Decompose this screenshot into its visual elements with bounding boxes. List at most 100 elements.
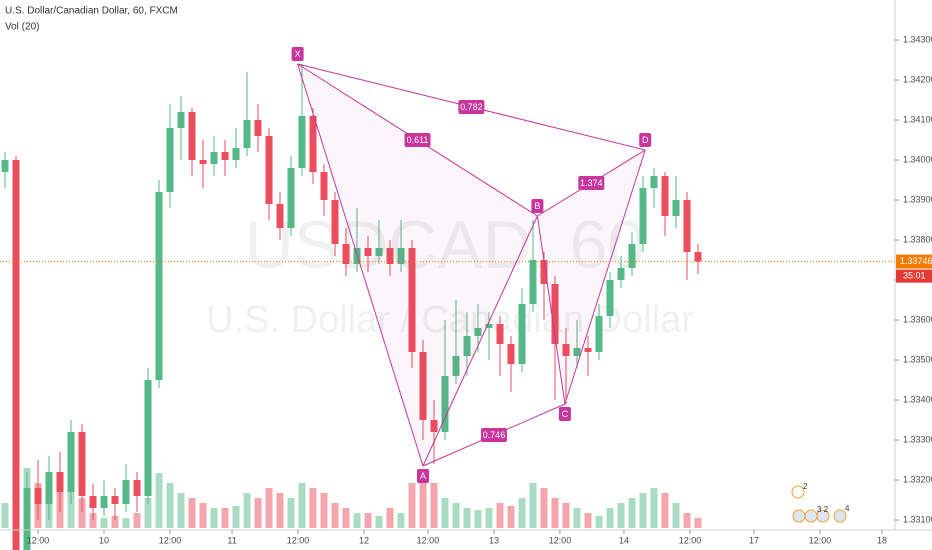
pattern-leg (536, 215, 566, 405)
x-tick-label: 12:00 (159, 535, 182, 545)
point-box (291, 47, 304, 61)
volume-bar (452, 503, 460, 528)
candle-body (232, 148, 240, 160)
candle-body (650, 176, 658, 188)
ratio-box (480, 428, 507, 442)
xabcd-pattern: 0.611 0.782 1.374 0.746 X A B C D (291, 47, 652, 483)
volume-bar (133, 513, 141, 528)
x-tick-label: 12:00 (809, 535, 832, 545)
point-label: X (295, 49, 301, 59)
y-tick-label: 1.34000 (903, 154, 932, 164)
candle-body (144, 380, 152, 496)
candle-body (56, 472, 64, 492)
candle-body (672, 200, 680, 216)
x-tick-label: 12 (359, 535, 369, 545)
candle-body (540, 260, 548, 284)
candle-body (683, 200, 691, 252)
volume-bar (474, 510, 482, 528)
event-markers[interactable]: 2 3 2 4 (791, 482, 850, 523)
volume-bar (694, 518, 702, 528)
x-tick-label: 14 (619, 535, 629, 545)
event-icon[interactable] (804, 509, 818, 523)
candle-body (430, 420, 438, 432)
volume-bar (276, 493, 284, 528)
candle-body (133, 480, 141, 496)
volume-bar (628, 498, 636, 528)
volume-bar (265, 488, 273, 528)
x-tick-label: 12:00 (549, 535, 572, 545)
point-box (417, 469, 429, 483)
x-tick-label: 10 (99, 535, 109, 545)
volume-bar (683, 513, 691, 528)
event-icon[interactable] (792, 509, 806, 523)
volume-bar (518, 498, 526, 528)
y-tick-label: 1.33200 (903, 474, 932, 484)
volume-bar (122, 518, 130, 528)
candle-body (529, 260, 537, 304)
pattern-fill (537, 150, 646, 404)
ratio-box (578, 176, 605, 190)
candle-body (287, 168, 295, 228)
candle-body (45, 472, 53, 504)
x-tick-label: 12:00 (287, 535, 310, 545)
volume-bar (210, 508, 218, 528)
volume-bar (364, 513, 372, 528)
event-count: 4 (845, 504, 850, 513)
volume-bar (78, 498, 86, 528)
candle-body (320, 172, 328, 200)
candle-body (155, 192, 163, 380)
ratio-label: 0.782 (460, 102, 483, 112)
volume-bar (155, 473, 163, 528)
x-tick-label: 12:00 (27, 535, 50, 545)
event-icon[interactable] (816, 509, 830, 523)
volume-bar (485, 508, 493, 528)
ratio-label: 1.374 (580, 178, 603, 188)
volume-bar (397, 513, 405, 528)
candle-body (276, 204, 284, 228)
candle-body (122, 480, 130, 504)
candle-body (254, 120, 262, 136)
volume-bar (507, 506, 515, 528)
volume-bar (441, 498, 449, 528)
candle-body (595, 316, 603, 352)
point-box (639, 133, 652, 147)
candle-body (78, 432, 86, 496)
candle-body (210, 152, 218, 164)
volume-bar (188, 498, 196, 528)
y-tick-label: 1.33100 (903, 514, 932, 524)
plot-layer: 0.611 0.782 1.374 0.746 X A B C D (0, 47, 895, 550)
candle-body (474, 328, 482, 336)
volume-bar (243, 493, 251, 528)
volume-bar (562, 503, 570, 528)
event-icon[interactable] (833, 509, 847, 523)
x-tick-label: 11 (227, 535, 236, 545)
candle-body (584, 348, 592, 352)
volume-bar (199, 503, 207, 528)
volume-bar (617, 503, 625, 528)
candle-body (551, 284, 559, 344)
candle-body (34, 488, 42, 504)
candle-body (12, 160, 20, 550)
candle-body (507, 344, 515, 364)
volume-bar (408, 483, 416, 528)
y-tick-label: 1.34100 (903, 114, 932, 124)
countdown-box (896, 269, 932, 283)
volume-bar (111, 516, 119, 528)
ratio-box (404, 133, 431, 147)
pattern-leg (422, 215, 538, 467)
candle-body (386, 248, 394, 264)
candle-body (628, 244, 636, 268)
volume-bar (254, 498, 262, 528)
pattern-fill (297, 64, 538, 466)
candle-body (518, 304, 526, 364)
event-icon[interactable] (791, 485, 805, 499)
candle-body (331, 200, 339, 244)
volume-bar (353, 513, 361, 528)
y-tick-label: 1.33300 (903, 434, 932, 444)
candle-body (342, 244, 350, 264)
volume-bar (1, 503, 9, 528)
candle-body (562, 344, 570, 356)
candle-body (694, 252, 702, 262)
